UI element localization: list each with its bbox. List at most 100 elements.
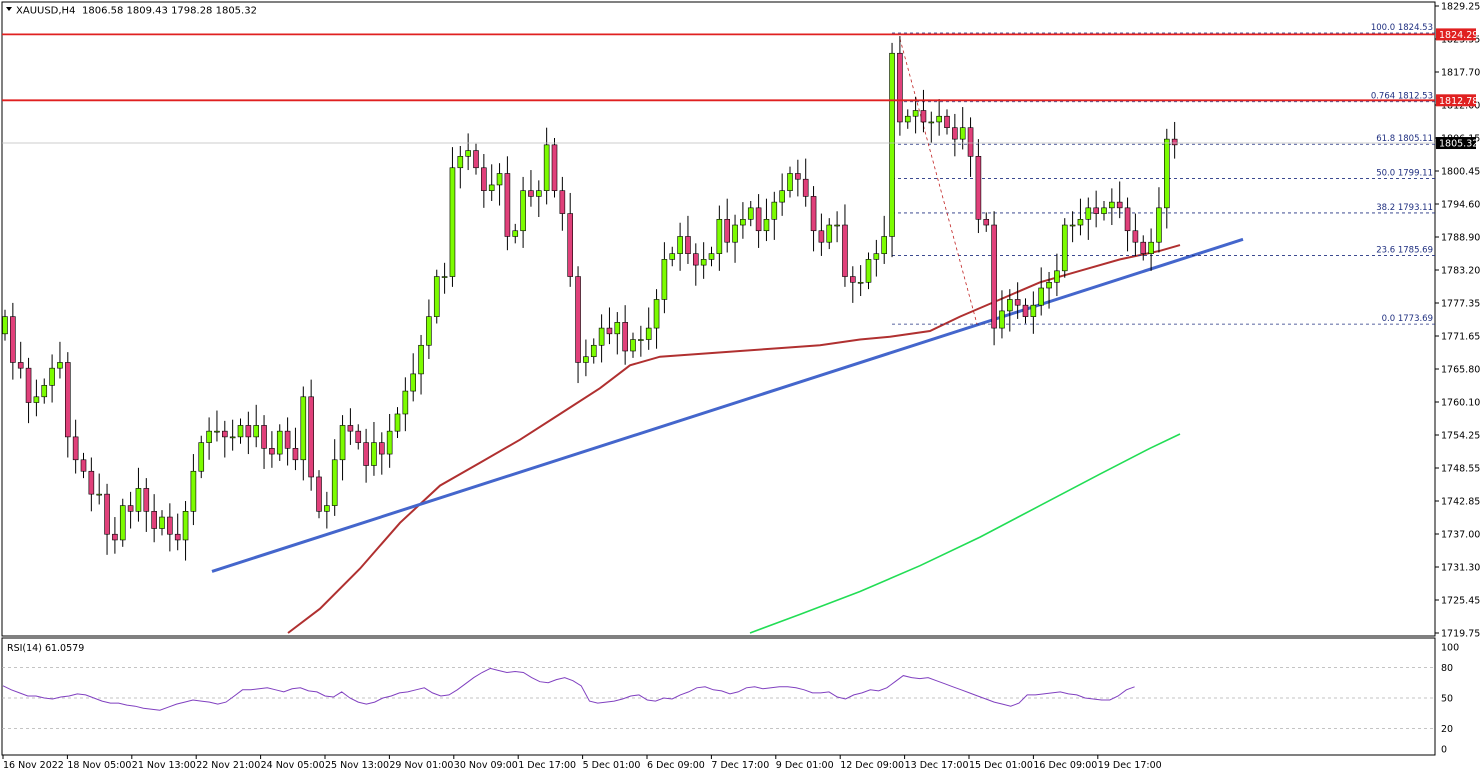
fib-level-label: 38.2 1793.11: [1376, 203, 1433, 213]
candle-body: [1148, 241, 1154, 254]
x-tick-label: 1 Dec 17:00: [518, 760, 576, 771]
candle-body: [865, 259, 872, 283]
candle-body: [999, 310, 1005, 329]
candle-body: [135, 488, 142, 512]
candle-body: [567, 213, 574, 277]
candle-body: [25, 367, 32, 403]
candle-body: [802, 178, 809, 197]
candle-body: [2, 316, 8, 335]
candle-body: [308, 396, 314, 478]
candle-body: [465, 150, 471, 157]
y-tick-label: 1777.35: [1441, 299, 1480, 310]
candle-body: [598, 327, 605, 346]
candle-body: [1171, 138, 1178, 146]
candle-body: [1132, 230, 1139, 243]
candle-body: [959, 127, 966, 140]
candle-body: [182, 511, 189, 541]
candle-body: [1164, 138, 1170, 209]
ma-red-line: [287, 244, 1181, 634]
candle-body: [771, 201, 778, 220]
candle-body: [1085, 207, 1092, 220]
candle-body: [732, 224, 738, 243]
candle-body: [17, 362, 24, 369]
fib-connector-line: [899, 38, 978, 325]
candle-body: [779, 190, 785, 203]
candle-body: [897, 52, 903, 123]
resistance-price-label: 1824.29: [1439, 30, 1478, 41]
candle-body: [402, 390, 409, 415]
y-tick-label: 1748.55: [1441, 464, 1480, 475]
y-tick-label: 1788.90: [1441, 233, 1480, 244]
candle-body: [119, 505, 126, 541]
candle-body: [80, 459, 87, 472]
candle-body: [1046, 281, 1052, 289]
y-tick-label: 1771.65: [1441, 332, 1480, 343]
candle-body: [96, 493, 102, 496]
y-tick-label: 1783.20: [1441, 266, 1480, 277]
candle-body: [1054, 270, 1060, 283]
candle-body: [1006, 299, 1013, 312]
candle-body: [520, 190, 526, 232]
candle-body: [1077, 218, 1084, 226]
candle-body: [481, 167, 487, 191]
candle-body: [551, 144, 558, 191]
candle-body: [810, 196, 817, 232]
candle-body: [842, 224, 848, 277]
candle-body: [331, 459, 338, 506]
candle-body: [473, 150, 479, 169]
candle-body: [740, 218, 746, 226]
price-pane[interactable]: [1, 1, 1436, 637]
candle-body: [747, 207, 754, 220]
candle-body: [716, 218, 723, 254]
symbol-label: XAUUSD,H4: [16, 6, 75, 17]
rsi-pane[interactable]: [1, 637, 1436, 756]
candle-body: [237, 425, 244, 438]
candle-body: [857, 281, 864, 284]
fib-level-label: 61.8 1805.11: [1376, 134, 1433, 144]
candle-body: [528, 190, 534, 197]
candle-body: [41, 385, 48, 398]
x-tick-label: 13 Dec 17:00: [905, 760, 969, 771]
candle-body: [222, 430, 228, 438]
candle-body: [708, 253, 715, 260]
x-tick-label: 25 Nov 13:00: [325, 760, 389, 771]
support-trendline: [211, 237, 1244, 573]
candle-body: [269, 448, 275, 455]
candle-body: [284, 430, 291, 449]
candle-body: [944, 115, 950, 128]
candle-body: [174, 533, 181, 541]
candle-body: [104, 493, 110, 535]
candle-body: [975, 156, 982, 220]
candle-body: [622, 322, 628, 352]
fib-level-label: 100.0 1824.53: [1371, 23, 1433, 33]
x-tick-label: 29 Nov 01:00: [389, 760, 453, 771]
candle-body: [371, 442, 377, 466]
ohlc-label: 1806.58 1809.43 1798.28 1805.32: [82, 6, 257, 17]
y-tick-label: 1760.10: [1441, 398, 1480, 409]
candle-body: [1030, 304, 1037, 317]
candle-body: [669, 253, 676, 260]
candle-body: [912, 110, 919, 117]
candle-body: [433, 276, 440, 317]
candle-body: [1124, 207, 1131, 232]
candle-body: [881, 236, 888, 254]
candle-body: [575, 276, 581, 363]
current-price-label: 1805.32: [1439, 139, 1478, 150]
candle-body: [677, 236, 683, 254]
candle-body: [449, 167, 456, 277]
x-tick-label: 18 Nov 05:00: [67, 760, 131, 771]
candle-body: [347, 425, 354, 432]
candle-body: [692, 253, 699, 266]
candle-body: [72, 436, 79, 461]
candle-body: [504, 173, 511, 237]
rsi-tick-label: 0: [1441, 745, 1447, 756]
candle-body: [834, 224, 840, 227]
candle-body: [590, 344, 597, 358]
candle-body: [763, 218, 770, 232]
candle-body: [967, 127, 974, 157]
y-tick-label: 1742.85: [1441, 497, 1480, 508]
candle-body: [795, 173, 801, 180]
candle-body: [630, 339, 636, 352]
